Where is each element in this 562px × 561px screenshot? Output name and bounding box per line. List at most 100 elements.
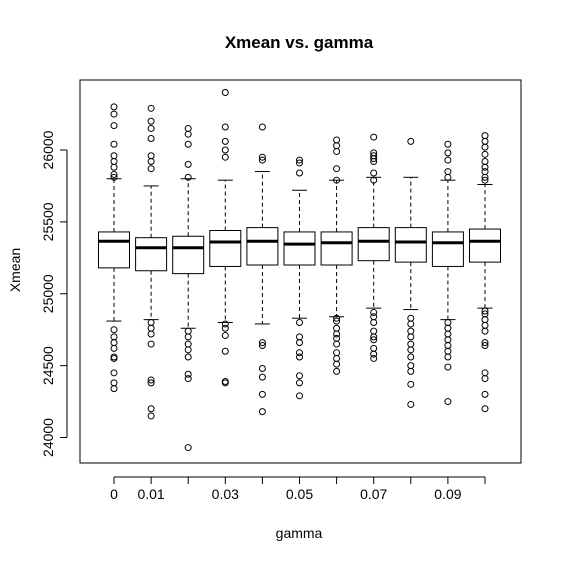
outlier-point [147,124,155,132]
outlier-point [333,330,341,338]
outlier-point [333,147,341,155]
y-tick-label: 25500 [40,202,56,241]
outlier-point [110,369,118,377]
outlier-point [258,156,266,164]
outlier-point [147,104,155,112]
outlier-point [221,89,229,96]
outlier-point [444,363,452,371]
box-0.08 [394,137,427,408]
x-axis-label: gamma [276,525,323,541]
outlier-point [221,347,229,355]
x-axis: 0 0.01 0.03 0.05 0.07 0.09 [110,476,486,502]
y-tick-label: 26000 [40,130,56,169]
box-0 [98,103,130,393]
outlier-point [110,103,118,111]
outlier-point [110,110,118,118]
outlier-point [333,317,341,325]
outlier-point [333,314,341,322]
outlier-point [444,336,452,344]
outlier-point [296,319,303,326]
outlier-point [147,117,155,125]
outlier-point [444,330,452,338]
outlier-point [258,408,266,416]
outlier-point [333,354,341,362]
box-iqr [135,237,168,272]
x-tick-label: 0.09 [434,486,461,502]
box-iqr [283,231,316,266]
outlier-point [370,308,378,316]
outlier-point [184,375,192,383]
outlier-point [444,353,452,361]
x-tick-label: 0.05 [286,486,313,502]
outlier-point [444,168,452,176]
outlier-point [296,372,303,380]
outlier-point [407,367,415,375]
outlier-point [333,176,341,184]
outlier-point [258,365,266,372]
outlier-point [147,135,155,142]
outlier-point [110,158,118,165]
outlier-point [184,444,192,452]
outlier-point [147,324,155,332]
box-iqr [246,227,279,266]
outlier-point [296,353,303,361]
box-iqr [320,231,353,266]
outlier-point [481,405,489,413]
outlier-point [184,173,192,181]
plot-frame [79,79,522,464]
box-iqr [431,231,464,267]
outlier-point [221,146,229,154]
outlier-point [481,321,489,329]
outlier-point [333,349,341,357]
outlier-point [221,331,229,339]
outlier-point [370,344,378,352]
outlier-point [481,316,489,324]
outlier-point [184,130,192,138]
outlier-point [221,320,229,328]
outlier-point [333,324,341,332]
boxes-group [98,89,501,452]
outlier-point [333,367,341,375]
outlier-point [481,137,489,145]
chart-title: Xmean vs. gamma [225,33,374,52]
box-iqr [469,228,501,263]
outlier-point [481,369,489,377]
outlier-point [370,333,378,341]
outlier-point [481,390,489,398]
outlier-point [333,334,341,342]
outlier-point [147,405,155,413]
outlier-point [444,342,452,349]
box-iqr [394,227,427,263]
outlier-point [481,327,489,335]
outlier-point [110,385,118,393]
outlier-point [296,169,303,177]
outlier-point [258,339,266,347]
outlier-point [184,124,192,132]
outlier-point [110,326,118,334]
outlier-point [370,133,378,141]
outlier-point [444,319,452,326]
box-0.09 [431,140,464,406]
outlier-point [110,122,118,130]
outlier-point [184,370,192,378]
outlier-point [147,340,155,348]
x-tick-label: 0.01 [137,486,164,502]
outlier-point [481,158,489,165]
outlier-point [407,333,415,341]
x-tick-label: 0.07 [360,486,387,502]
box-0.1 [469,132,501,413]
outlier-point [110,170,118,178]
box-0.03 [209,89,242,387]
outlier-point [110,152,118,160]
outlier-point [333,136,341,144]
outlier-point [258,390,266,398]
box-iqr [172,235,205,275]
outlier-point [370,158,378,165]
outlier-point [110,339,118,347]
outlier-point [444,140,452,148]
outlier-point [333,165,341,173]
outlier-point [147,379,155,387]
outlier-point [481,143,489,151]
outlier-point [147,152,155,160]
